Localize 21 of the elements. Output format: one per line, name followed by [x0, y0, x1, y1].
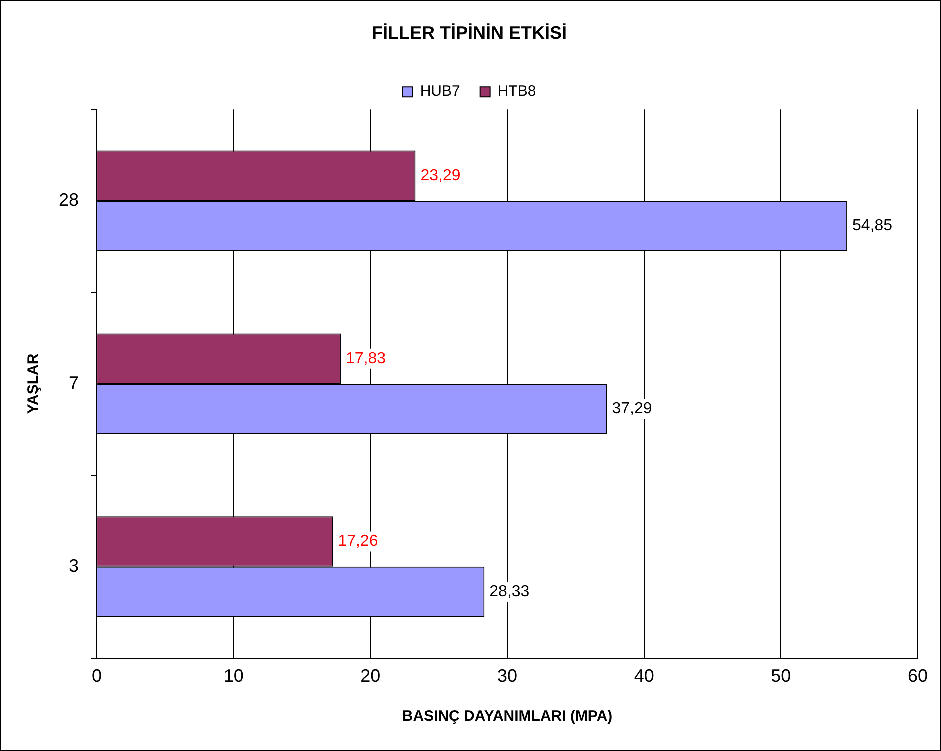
y-tick-label: 7: [69, 372, 80, 393]
data-label: 17,83: [346, 350, 386, 368]
data-label: 17,26: [338, 533, 378, 550]
data-label: 37,29: [612, 400, 652, 418]
x-tick-label: 50: [771, 666, 792, 686]
x-tick-label: 30: [497, 666, 518, 686]
y-tick-label: 28: [58, 190, 80, 210]
chart-title: FİLLER TİPİNİN ETKİSİ: [372, 22, 568, 43]
x-tick-label: 0: [92, 666, 102, 686]
x-tick-label: 40: [634, 666, 654, 686]
x-tick-label: 60: [908, 666, 928, 686]
y-axis-title: YAŞLAR: [25, 354, 42, 414]
data-label: 23,29: [420, 167, 461, 184]
y-tick-label: 3: [69, 556, 80, 576]
legend-label: HTB8: [498, 83, 536, 100]
legend-label: HUB7: [420, 83, 460, 100]
x-tick-label: 10: [224, 666, 244, 686]
x-axis-title: BASINÇ DAYANIMLARI (MPA): [402, 708, 613, 726]
data-label: 54,85: [852, 218, 893, 235]
x-tick-label: 20: [360, 666, 381, 686]
data-label: 28,33: [490, 583, 530, 600]
